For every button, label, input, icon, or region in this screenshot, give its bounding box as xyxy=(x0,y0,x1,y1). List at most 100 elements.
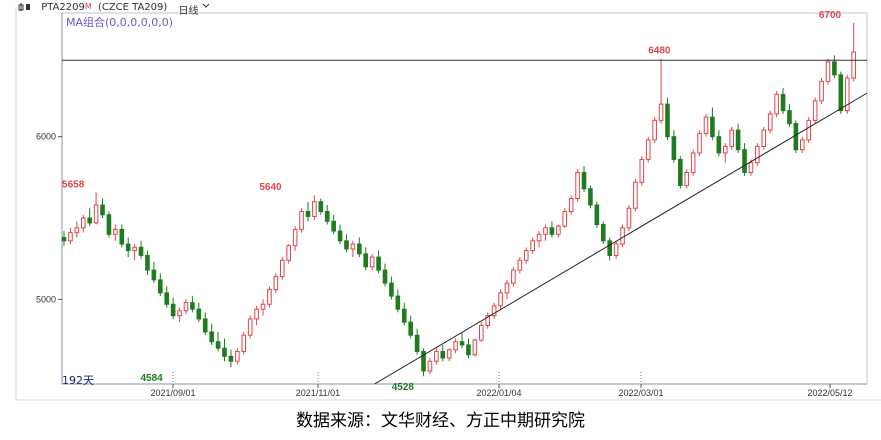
candle-body-4 xyxy=(87,217,92,224)
candle-79 xyxy=(568,195,574,215)
candle-body-101 xyxy=(710,116,715,138)
candle-63 xyxy=(466,338,471,358)
candle-85 xyxy=(607,237,613,261)
candle-9 xyxy=(119,224,125,248)
annotation-4528: 4528 xyxy=(392,382,415,393)
candle-72 xyxy=(523,247,529,264)
candle-body-77 xyxy=(556,225,561,235)
period-selector[interactable]: 日线 xyxy=(179,2,210,17)
candle-41 xyxy=(324,205,330,225)
candle-102 xyxy=(716,130,722,157)
annotation-4584: 4584 xyxy=(140,373,163,384)
candle-icon[interactable] xyxy=(18,2,34,15)
candles-layer xyxy=(61,22,856,377)
candle-body-41 xyxy=(324,211,330,222)
candle-body-66 xyxy=(485,315,491,326)
candle-55 xyxy=(414,328,420,355)
candle-19 xyxy=(183,299,189,315)
candle-body-54 xyxy=(408,321,413,336)
candle-body-57 xyxy=(427,360,433,372)
candle-66 xyxy=(485,312,491,329)
annotation-5640: 5640 xyxy=(259,182,282,193)
candle-body-84 xyxy=(600,224,606,242)
candle-95 xyxy=(671,130,677,163)
candle-92 xyxy=(652,117,657,144)
candle-body-68 xyxy=(498,292,503,307)
candle-body-100 xyxy=(703,116,709,134)
candle-14 xyxy=(151,261,157,284)
candle-35 xyxy=(286,244,291,264)
candle-117 xyxy=(812,97,818,124)
candle-39 xyxy=(312,195,317,220)
candle-body-53 xyxy=(401,308,407,323)
candle-body-81 xyxy=(581,171,587,190)
candle-4 xyxy=(87,208,92,227)
candle-body-119 xyxy=(825,61,831,82)
candle-121 xyxy=(838,71,844,114)
annotation-6480: 6480 xyxy=(648,46,671,57)
candle-69 xyxy=(504,279,510,300)
candle-60 xyxy=(446,348,452,362)
candle-body-51 xyxy=(389,282,394,297)
lines-layer xyxy=(62,59,868,385)
candle-112 xyxy=(780,87,786,114)
candle-115 xyxy=(800,136,805,153)
candle-body-110 xyxy=(767,113,773,131)
x-tick-label-0: 2021/09/01 xyxy=(150,388,195,398)
candle-body-55 xyxy=(414,334,420,352)
candle-body-13 xyxy=(145,254,150,271)
candle-18 xyxy=(177,307,182,323)
candle-body-1 xyxy=(68,232,73,242)
candle-body-102 xyxy=(716,136,722,154)
candle-body-88 xyxy=(626,207,632,229)
plot-border xyxy=(61,12,868,385)
candle-body-78 xyxy=(562,211,568,227)
candle-body-93 xyxy=(658,103,664,121)
candle-113 xyxy=(787,104,792,127)
candle-body-65 xyxy=(479,324,484,341)
candle-body-28 xyxy=(241,334,247,352)
candle-47 xyxy=(363,247,369,271)
candle-12 xyxy=(138,240,144,259)
candle-116 xyxy=(806,117,812,144)
candle-106 xyxy=(742,143,747,176)
candle-body-87 xyxy=(620,227,625,245)
candle-82 xyxy=(588,185,593,209)
candle-body-56 xyxy=(421,350,426,372)
candle-body-105 xyxy=(735,129,741,151)
candle-body-116 xyxy=(806,119,812,141)
chevron-down-icon xyxy=(202,2,210,13)
candle-body-76 xyxy=(549,227,555,235)
candle-26 xyxy=(228,349,234,368)
chart-header: PTA2209M (CZCE TA209) 日线 xyxy=(18,2,210,17)
candle-110 xyxy=(767,110,773,134)
candle-108 xyxy=(755,143,760,166)
candle-28 xyxy=(241,331,247,355)
candle-6 xyxy=(100,198,105,219)
candle-body-9 xyxy=(119,228,125,245)
candle-body-17 xyxy=(170,303,176,317)
candle-53 xyxy=(401,302,407,326)
candle-body-27 xyxy=(235,350,240,362)
candle-44 xyxy=(344,234,349,253)
candle-27 xyxy=(235,348,240,365)
candle-3 xyxy=(80,214,86,233)
candle-body-123 xyxy=(851,51,856,79)
candle-58 xyxy=(434,348,439,365)
candle-body-33 xyxy=(273,276,279,291)
candle-45 xyxy=(350,240,356,258)
candle-50 xyxy=(382,263,388,287)
candle-17 xyxy=(170,297,176,319)
candle-body-108 xyxy=(755,145,760,164)
candle-119 xyxy=(825,58,831,85)
candle-97 xyxy=(684,169,690,189)
candle-body-86 xyxy=(613,243,619,256)
candle-46 xyxy=(357,237,362,258)
ma-indicator-label[interactable]: MA组合(0,0,0,0,0,0) xyxy=(66,16,174,29)
candle-83 xyxy=(594,201,600,228)
candle-body-73 xyxy=(530,240,535,252)
candle-104 xyxy=(729,126,734,150)
symbol-label[interactable]: PTA2209 xyxy=(41,2,85,13)
candle-body-95 xyxy=(671,136,677,160)
candle-54 xyxy=(408,315,413,339)
